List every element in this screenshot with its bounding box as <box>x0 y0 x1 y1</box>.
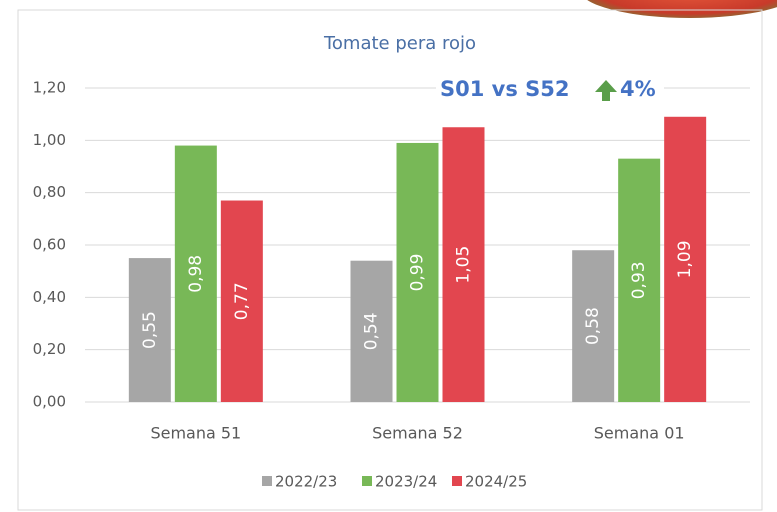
legend-label: 2024/25 <box>465 473 527 491</box>
y-tick-label: 0,40 <box>33 288 66 306</box>
legend-label: 2022/23 <box>275 473 337 491</box>
value-label: 0,55 <box>140 311 160 349</box>
y-tick-label: 0,80 <box>33 183 66 201</box>
x-tick-label: Semana 51 <box>150 424 241 443</box>
value-label: 0,58 <box>583 307 603 345</box>
y-tick-label: 1,20 <box>33 79 66 97</box>
decor-image <box>580 0 777 18</box>
y-tick-label: 0,20 <box>33 340 66 358</box>
y-tick-label: 0,00 <box>33 393 66 411</box>
value-label: 0,77 <box>232 282 252 320</box>
legend-label: 2023/24 <box>375 473 437 491</box>
value-label: 0,54 <box>362 312 382 350</box>
chart: Tomate pera rojo 0,00 0,20 0,40 0,60 0,80 1,0… <box>0 0 777 512</box>
value-label: 1,05 <box>454 246 474 284</box>
legend-swatch <box>362 476 372 486</box>
x-tick-label: Semana 01 <box>594 424 685 443</box>
value-label: 0,99 <box>408 254 428 292</box>
legend-swatch <box>262 476 272 486</box>
value-label: 0,93 <box>629 261 649 299</box>
value-label: 0,98 <box>186 255 206 293</box>
chart-title: Tomate pera rojo <box>323 33 476 54</box>
annotation-change: 4% <box>620 77 656 101</box>
y-tick-label: 1,00 <box>33 131 66 149</box>
annotation: S01 vs S52 <box>440 77 570 101</box>
y-tick-label: 0,60 <box>33 236 66 254</box>
legend-swatch <box>452 476 462 486</box>
x-tick-label: Semana 52 <box>372 424 463 443</box>
value-label: 1,09 <box>675 240 695 278</box>
